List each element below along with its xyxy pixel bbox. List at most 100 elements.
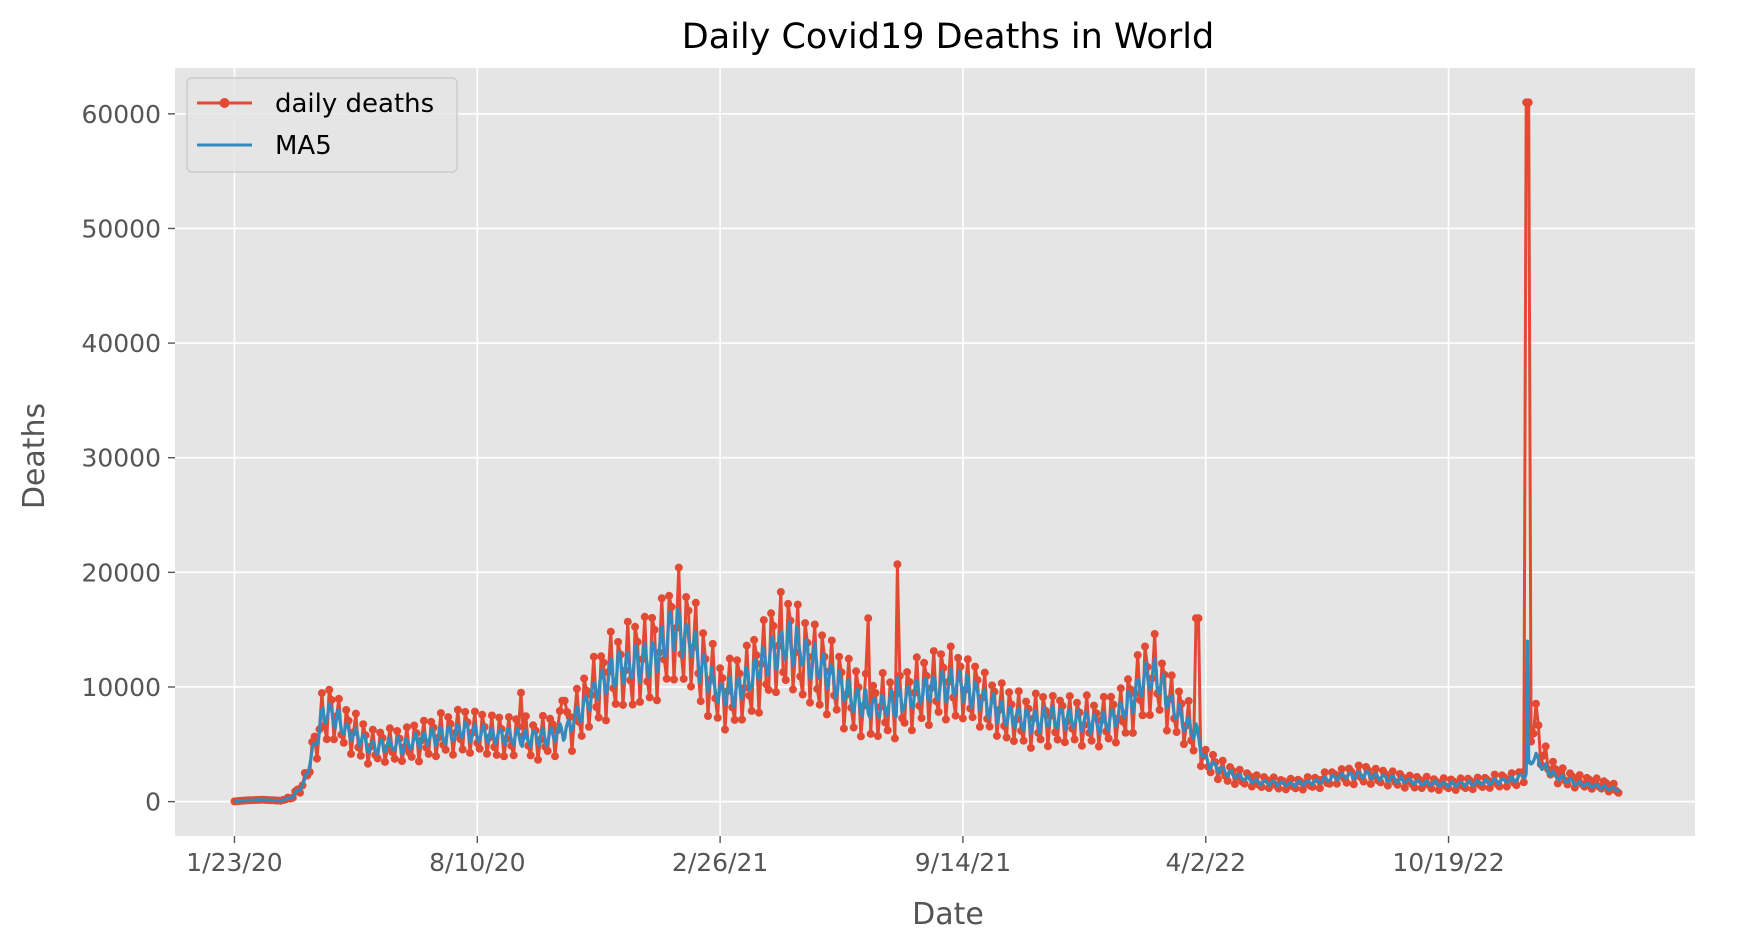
data-point [861,669,870,678]
data-point [1053,735,1062,744]
data-point [881,718,890,727]
data-point [415,757,423,766]
data-point [764,685,773,694]
data-point [730,715,739,724]
data-point [1400,783,1409,792]
data-point [1150,630,1159,638]
data-point [1230,780,1239,788]
data-point [980,668,989,677]
data-point [449,750,457,759]
data-point [475,744,484,753]
data-point [752,651,761,660]
data-point [1366,779,1375,788]
y-tick-label: 50000 [81,214,161,243]
data-point [1337,765,1346,774]
series-ma5 [234,607,1621,803]
data-point [310,732,319,741]
data-point [648,613,657,622]
data-point [883,726,892,735]
data-point [704,712,712,720]
data-point [890,734,899,743]
data-point [789,685,797,694]
data-point [436,709,445,718]
data-point [866,729,875,738]
data-point [1541,742,1550,751]
data-point [589,652,598,661]
data-point [594,713,603,722]
data-point [645,693,654,702]
y-tick-label: 40000 [81,329,161,358]
data-point [628,700,637,709]
data-point [461,707,470,716]
data-point [1512,781,1521,790]
data-point [767,609,776,618]
data-point [1201,745,1210,754]
data-point [755,708,763,717]
data-point [1111,738,1120,747]
data-point [1082,691,1091,700]
data-point [662,674,671,683]
data-point [946,642,955,651]
data-point [1009,737,1018,746]
data-point [905,678,914,686]
data-point [1269,773,1278,782]
data-point [1172,728,1181,736]
data-point [1490,770,1499,779]
y-tick-label: 60000 [81,100,161,129]
data-point [992,731,1001,740]
data-point [1485,783,1494,792]
data-point [1138,711,1147,720]
data-point [1209,750,1217,759]
data-point [1298,785,1307,794]
data-point [1252,771,1261,780]
data-point [407,752,416,761]
x-tick-labels: 1/23/20 8/10/20 2/26/21 9/14/21 4/2/22 10/19/… [186,836,1505,877]
data-point [691,598,700,607]
data-point [441,745,450,754]
data-point [684,606,693,615]
data-point [1539,751,1548,760]
data-point [667,602,676,611]
data-point [1087,736,1096,745]
data-point [1073,698,1081,707]
data-point [1133,651,1142,660]
data-point [592,703,601,711]
data-point [487,711,496,720]
data-point [599,658,608,667]
data-point [1609,779,1618,788]
data-point [1196,762,1205,771]
data-point [738,715,746,724]
data-point [1218,756,1227,765]
data-point [577,731,586,740]
data-point [373,754,382,763]
data-point [968,713,977,722]
data-point [1519,778,1528,787]
data-point [1128,728,1137,737]
data-point [937,650,946,659]
data-point [444,713,453,722]
data-point [951,711,960,720]
data-point [839,724,848,733]
data-point [869,681,878,690]
data-point [1286,774,1295,783]
data-point [682,593,691,601]
data-point [1558,764,1567,773]
data-point [470,707,479,716]
data-point [750,635,759,644]
data-point [1529,729,1538,738]
data-point [893,560,902,569]
data-point [924,721,933,729]
y-tick-label: 10000 [81,673,161,702]
data-point [1048,692,1057,700]
data-point [611,699,620,708]
data-point [500,752,508,761]
data-point [526,751,535,760]
data-point [495,713,504,722]
data-point [560,696,569,705]
data-point [606,627,615,636]
data-point [801,619,810,628]
data-point [1121,728,1130,737]
data-point [342,706,351,714]
data-point [1315,784,1324,793]
data-point [1099,692,1108,701]
